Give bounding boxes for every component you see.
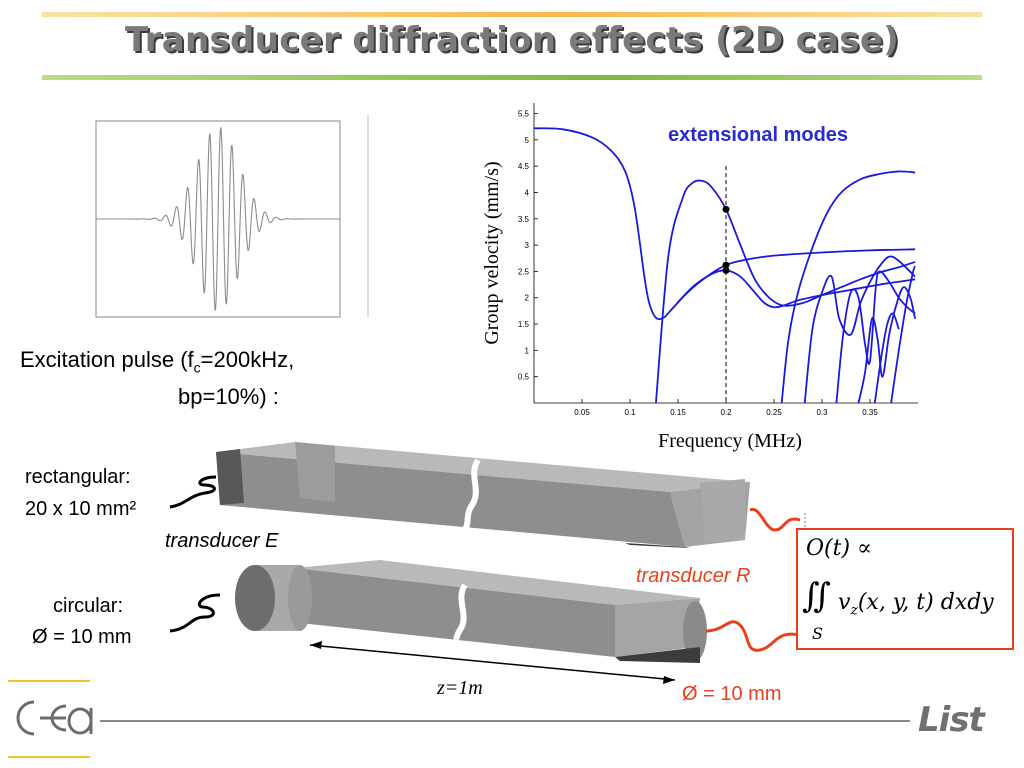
formula-v: v [838,590,851,615]
rect-label-line2: 20 x 10 mm² [25,498,137,520]
footer-gold-rule-top [8,680,90,682]
bars-illustration [169,442,806,684]
x-tick-label: 0.05 [574,408,590,417]
receiver-cable-top [749,507,801,532]
formula-domain: S [812,624,823,643]
formula-args: (x, y, t) dxdy [857,590,994,615]
rectangular-bar [216,442,750,548]
pulse-caption-prefix: Excitation pulse (f [20,347,194,372]
rect-label-line1: rectangular: [25,466,131,488]
mode-curve-9 [890,265,916,403]
title-rule-top [42,12,982,17]
circ-leader [169,593,221,633]
x-axis-label: Frequency (MHz) [658,430,802,452]
footer-rule [100,720,910,722]
title-rule-bottom [42,75,982,80]
y-tick-label: 4.5 [518,162,530,171]
receiver-diameter-label: Ø = 10 mm [682,683,782,705]
marked-point [722,261,730,269]
pulse-caption-sub: c [193,359,201,376]
rect-leader [169,475,217,509]
x-tick-label: 0.25 [766,408,782,417]
distance-label: z=1m [437,677,483,699]
y-tick-label: 0.5 [518,373,530,382]
pulse-caption: Excitation pulse (fc=200kHz, bp=10%) : [20,345,420,412]
cea-logo: cea [8,694,98,742]
marked-point [722,205,730,213]
x-tick-label: 0.35 [862,408,878,417]
circular-bar [235,560,707,663]
formula-box: O(t) ∝ ∬ vz(x, y, t) dxdy S [796,528,1014,650]
formula-v-sub: z [850,602,858,619]
y-axis-label: Group velocity (mm/s) [481,161,503,344]
formula-line1: O(t) ∝ [806,536,872,561]
mode-curve-1 [534,127,671,321]
y-tick-label: 4 [525,188,530,197]
y-tick-label: 5.5 [518,110,530,119]
x-tick-label: 0.2 [720,408,732,417]
double-integral: ∬ [802,576,831,616]
formula-integrand: vz(x, y, t) dxdy [838,590,994,618]
mode-curve-2 [655,179,916,403]
y-tick-label: 1 [525,346,530,355]
break-mark-top [461,458,481,533]
y-tick-label: 2 [525,294,530,303]
y-tick-label: 3.5 [518,215,530,224]
dispersion-chart: 0.5 1 1.5 2 2.5 3 3.5 4 4.5 5 5.5 0.05 0.1 0.15 0.2 0.… [481,103,918,452]
y-tick-label: 5 [525,136,530,145]
x-tick-label: 0.1 [624,408,636,417]
y-tick-label: 3 [525,241,530,250]
chart-annotation: extensional modes [668,124,848,146]
pulse-caption-line2: bp=10%) : [178,384,279,410]
footer-gold-rule-bottom [8,756,90,758]
mode-curve-5 [780,170,916,403]
y-tick-label: 1.5 [518,320,530,329]
circ-label-line1: circular: [53,595,124,617]
y-tick-label: 2.5 [518,267,530,276]
x-tick-label: 0.3 [816,408,828,417]
transducer-e-label: transducer E [165,530,279,552]
receiver-cable-bottom [705,620,801,652]
mode-curve-10 [873,312,900,403]
break-mark-bottom [449,583,468,659]
mode-curve-4 [669,269,916,312]
distance-arrow [309,644,676,681]
slide-title: Transducer diffraction effects (2D case) [124,20,900,60]
circ-label-line2: Ø = 10 mm [32,626,132,648]
marked-point [722,266,730,274]
transducer-r-label: transducer R [636,565,751,587]
mode-curve-6 [803,255,916,403]
mode-curve-8 [857,286,916,403]
pulse-plot [95,115,369,318]
pulse-caption-suffix: =200kHz, [200,347,295,372]
list-logo: List [918,700,985,740]
pulse-waveform [96,127,340,311]
x-tick-label: 0.15 [670,408,686,417]
